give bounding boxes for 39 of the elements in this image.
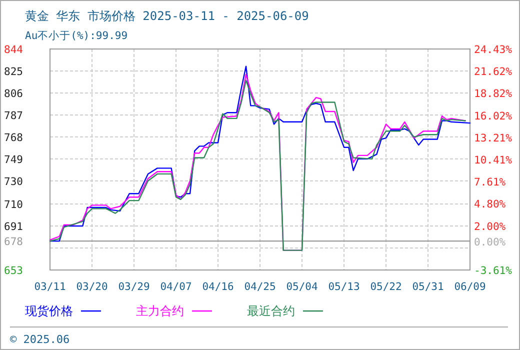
y-tick-label: 710 bbox=[4, 199, 23, 212]
y-tick-label: 825 bbox=[4, 66, 23, 78]
y2-tick-label: 0.00% bbox=[474, 236, 506, 249]
x-tick-label: 04/25 bbox=[244, 281, 276, 293]
legend-label: 最近合约 bbox=[247, 304, 295, 318]
y2-tick-label: 18.82% bbox=[474, 88, 513, 100]
y-tick-label: 749 bbox=[4, 154, 23, 166]
chart-subtitle: Au不小于(%):99.99 bbox=[25, 29, 128, 42]
y-tick-label: 653 bbox=[4, 265, 23, 277]
ref-line-label: 678 bbox=[4, 236, 23, 248]
y-tick-label: 806 bbox=[4, 88, 23, 100]
y-tick-label: 730 bbox=[4, 176, 23, 188]
y-tick-label: 844 bbox=[4, 44, 23, 56]
y2-tick-label: 21.62% bbox=[474, 66, 513, 78]
x-tick-label: 06/09 bbox=[454, 281, 486, 293]
y-tick-label: 768 bbox=[4, 132, 23, 144]
chart-title: 黄金 华东 市场价格 2025-03-11 - 2025-06-09 bbox=[25, 9, 309, 23]
y2-tick-label: 2.00% bbox=[474, 220, 506, 233]
x-tick-label: 05/04 bbox=[286, 281, 318, 293]
y2-tick-label: 10.41% bbox=[474, 154, 513, 166]
y2-tick-label: 4.80% bbox=[474, 198, 506, 211]
y2-tick-label: -3.61% bbox=[474, 265, 513, 277]
x-tick-label: 04/07 bbox=[160, 281, 192, 293]
y-tick-label: 691 bbox=[4, 221, 23, 234]
x-tick-label: 03/29 bbox=[118, 281, 150, 293]
y2-tick-label: 13.21% bbox=[474, 132, 513, 144]
x-tick-label: 03/20 bbox=[76, 281, 108, 293]
legend-label: 现货价格 bbox=[25, 304, 73, 318]
x-tick-label: 05/22 bbox=[370, 281, 402, 293]
x-tick-label: 05/13 bbox=[328, 281, 360, 293]
y2-tick-label: 7.61% bbox=[474, 176, 506, 189]
x-tick-label: 04/16 bbox=[202, 281, 234, 293]
y-tick-label: 787 bbox=[4, 110, 23, 122]
x-tick-label: 03/11 bbox=[34, 281, 66, 293]
y2-tick-label: 16.02% bbox=[474, 110, 513, 122]
y2-tick-label: 24.43% bbox=[474, 44, 513, 56]
text: © 2025.06 bbox=[10, 333, 70, 346]
x-tick-label: 05/31 bbox=[412, 281, 444, 293]
legend-label: 主力合约 bbox=[136, 304, 184, 318]
